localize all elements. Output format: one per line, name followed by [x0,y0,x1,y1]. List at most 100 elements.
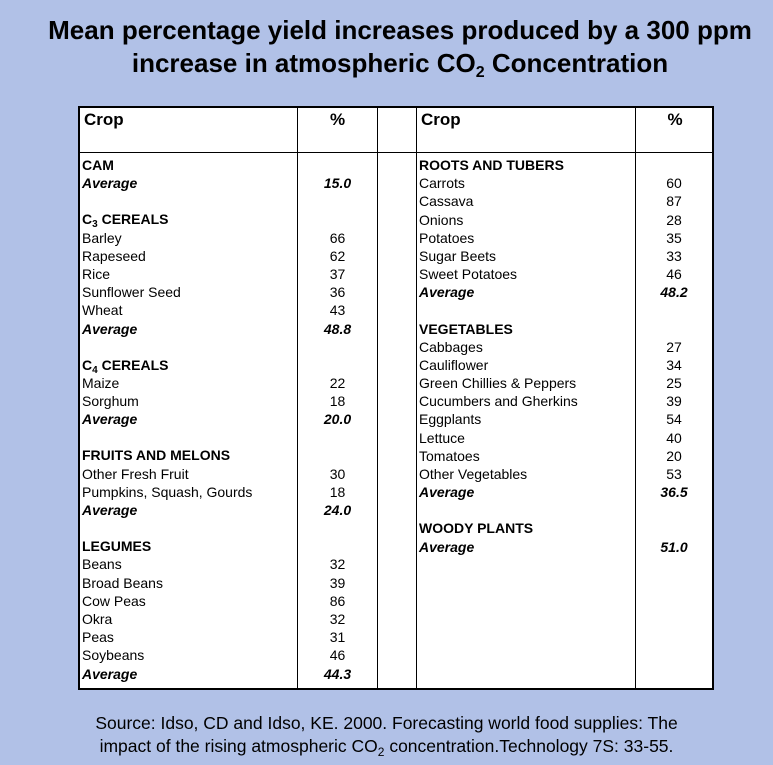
percent-value: 33 [666,247,682,264]
title-line-2: increase in atmospheric CO2 Concentratio… [0,47,773,81]
percent-value: 46 [666,266,682,283]
crop-label: Tomatoes [419,447,480,464]
crop-row: Sugar Beets 33 [419,247,714,265]
source-co2-subscript: 2 [377,745,385,759]
crop-row: Sorghum 18 [82,392,377,410]
average-row: Average 44.3 [82,665,377,683]
crop-row: Cauliflower 34 [419,356,714,374]
average-row: Average 36.5 [419,483,714,501]
category-row: WOODY PLANTS [419,519,714,537]
percent-value: 60 [666,175,682,192]
source-line-1: Source: Idso, CD and Idso, KE. 2000. For… [95,713,678,733]
left-column: CAM Average 15.0 C3 CEREALS Barley 66 Rapeseed… [82,156,377,683]
crop-label: Average [419,284,475,301]
percent-value: 48.8 [323,320,352,337]
crop-label: Rapeseed [82,247,146,264]
percent-value: 86 [329,592,346,609]
crop-label: Soybeans [82,647,145,664]
crop-label: WOODY PLANTS [419,520,534,537]
crop-label: Peas [82,629,114,646]
crop-row: Potatoes 35 [419,229,714,247]
crop-label: CAM [82,157,114,173]
percent-value: 40 [666,429,682,446]
crop-label: Average [82,320,138,337]
percent-value: 39 [329,574,346,591]
spacer-row [419,501,714,519]
title-line-2-pre: increase in atmospheric CO [131,48,476,78]
crop-label-text: CEREALS [97,211,169,228]
header-crop-left: Crop [84,110,124,129]
table-divider [416,108,417,688]
table-divider [377,108,378,688]
category-row: LEGUMES [82,537,377,555]
percent-value: 30 [329,465,346,482]
crop-row: Green Chillies & Peppers 25 [419,374,714,392]
crop-label: C3 CEREALS [82,211,169,231]
crop-label: Other Vegetables [419,466,528,482]
percent-value: 46 [329,647,346,664]
percent-value: 22 [329,374,346,391]
crop-label: Sugar Beets [419,247,497,264]
percent-value: 25 [666,375,682,392]
percent-value: 39 [666,393,682,410]
percent-value: 54 [666,411,682,428]
percent-value: 44.3 [323,665,352,682]
category-row: CAM [82,156,377,174]
crop-label: C4 CEREALS [82,356,169,376]
crop-row: Broad Beans 39 [82,574,377,592]
crop-label: Barley [82,229,122,246]
crop-label: Cabbages [419,338,483,355]
crop-row: Beans 32 [82,555,377,573]
crop-row: Other Fresh Fruit 30 [82,465,377,483]
percent-value: 27 [666,338,682,355]
crop-label: Cucumbers and Gherkins [419,393,578,410]
percent-value: 37 [329,265,346,282]
crop-label-subscript: 3 [92,219,98,231]
crop-label: Green Chillies & Peppers [419,375,577,392]
table-divider [297,108,298,688]
average-row: Average 20.0 [82,410,377,428]
crop-label: Cassava [419,193,474,210]
crop-row: Cow Peas 86 [82,592,377,610]
crop-label: Carrots [419,175,465,192]
percent-value: 53 [666,466,682,482]
spacer-row [82,519,377,537]
crop-label: Average [82,502,138,518]
percent-value: 35 [666,229,682,246]
crop-label: Average [82,411,138,428]
percent-value: 48.2 [660,284,688,301]
crop-label: Broad Beans [82,574,163,591]
category-row: FRUITS AND MELONS [82,446,377,464]
category-row: C4 CEREALS [82,356,377,376]
crop-label: Onions [419,211,464,228]
crop-label: ROOTS AND TUBERS [419,157,564,173]
yield-table: Crop % Crop % CAM Average 15.0 C3 CEREALS Ba… [78,106,714,690]
page-title: Mean percentage yield increases produced… [0,14,773,81]
category-row: C3 CEREALS [82,210,377,231]
spacer-row [82,192,377,210]
title-line-2-post: Concentration [484,48,669,78]
crop-label: Maize [82,374,120,391]
crop-label: Lettuce [419,429,465,446]
percent-value: 18 [329,393,346,410]
crop-label-prefix: C [82,356,93,373]
category-row: ROOTS AND TUBERS [419,156,714,174]
crop-row: Other Vegetables 53 [419,465,714,483]
header-pct-right: % [667,110,683,129]
crop-label: Average [419,538,475,555]
header-pct-left: % [329,110,346,129]
crop-label: Cow Peas [82,592,146,609]
crop-label: Okra [82,610,113,627]
crop-label: Potatoes [419,229,475,246]
source-line-2-pre: impact of the rising atmospheric CO [99,736,378,756]
percent-value: 20.0 [323,411,352,428]
crop-label-text: CEREALS [97,356,169,373]
crop-label: Sweet Potatoes [419,266,518,283]
percent-value: 32 [329,610,346,627]
percent-value: 66 [329,229,346,246]
right-column: ROOTS AND TUBERS Carrots 60 Cassava 87 Onions… [419,156,714,556]
crop-row: Sweet Potatoes 46 [419,265,714,283]
percent-value: 18 [329,483,346,500]
header-crop-right: Crop [421,110,461,129]
crop-row: Wheat 43 [82,301,377,319]
